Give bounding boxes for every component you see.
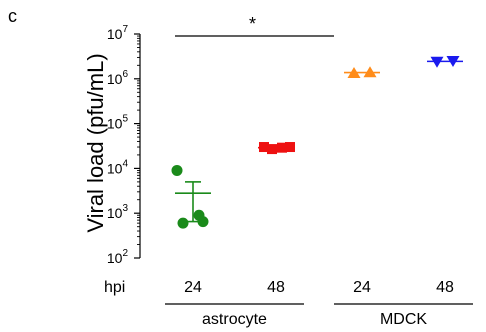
group-label: MDCK [380,311,427,328]
group-label: astrocyte [202,311,267,328]
data-point [347,66,361,78]
x-row-label-hpi: hpi [104,279,125,296]
data-point [363,66,377,78]
y-tick-label: 105 [107,114,129,132]
data-point [277,142,287,153]
x-category-label: 48 [436,279,454,296]
data-point [171,164,183,176]
y-tick-label: 103 [107,203,129,221]
y-tick-label: 104 [107,158,129,176]
data-point [197,216,209,228]
y-axis [134,33,141,259]
data-point [177,217,189,229]
data-point [446,55,460,67]
x-group-labels: astrocyte MDCK [165,303,473,328]
panel-label: c [8,6,17,26]
y-tick-label: 106 [107,69,129,87]
x-category-labels: 24 48 24 48 [184,279,454,296]
y-axis-label: Viral load (pfu/mL) [83,53,108,232]
y-tick-labels: 102 103 104 105 106 107 [107,24,129,266]
y-tick-label: 107 [107,24,129,42]
data-point [285,142,295,153]
significance-star: * [249,14,256,34]
data-marks [171,55,463,229]
data-point [430,56,444,68]
x-category-label: 48 [267,279,285,296]
data-point [259,142,269,153]
x-category-label: 24 [184,279,202,296]
y-tick-label: 102 [107,248,129,266]
significance-annotation: * [175,14,334,37]
x-category-label: 24 [353,279,371,296]
data-point [267,144,277,155]
